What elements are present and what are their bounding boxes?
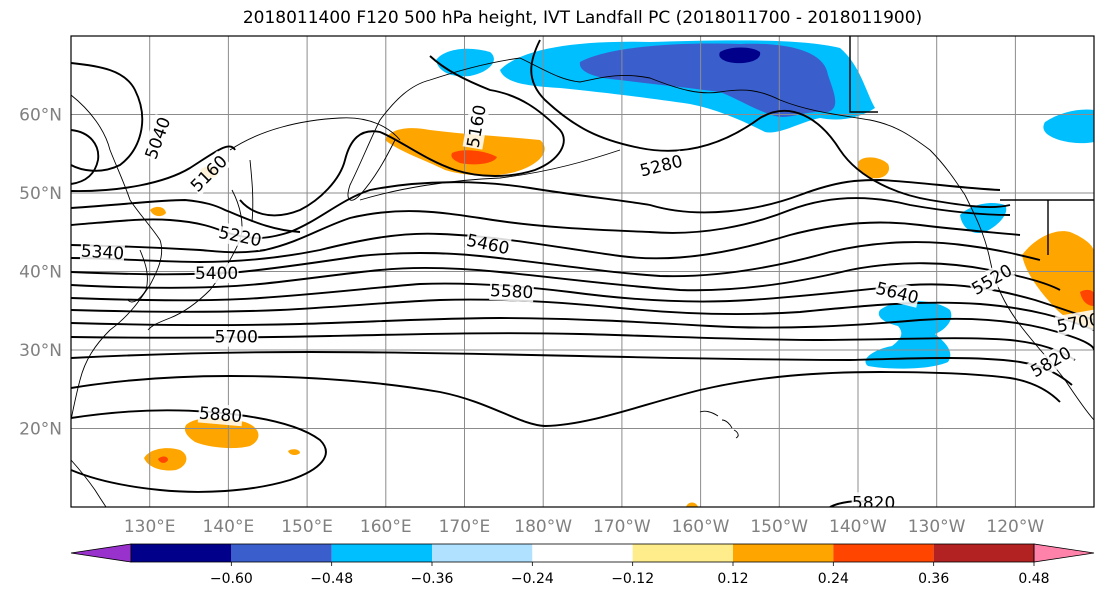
map-frame (70, 35, 1095, 508)
colorbar-tick-label: −0.12 (611, 571, 654, 587)
colorbar-tick-label: 0.48 (1018, 571, 1049, 587)
lat-label: 50°N (19, 184, 62, 204)
shade-negative-central-pacific (865, 301, 952, 369)
coast-kamchatka (347, 79, 431, 201)
coast-na-west (964, 194, 1094, 421)
colorbar-segment (933, 544, 1034, 562)
shade-positive-gulf (857, 157, 890, 179)
lon-label: 140°E (203, 517, 255, 537)
lon-label: 130°E (124, 517, 176, 537)
lon-label: 170°E (439, 517, 491, 537)
colorbar-extend-low (70, 543, 132, 563)
lat-label: 20°N (19, 420, 62, 440)
contour-label: 5880 (197, 402, 244, 428)
colorbar-segment (131, 544, 232, 562)
coast-aleutians (359, 149, 621, 201)
shade-positive-pacific-small (288, 449, 300, 456)
colorbar-extend-high (1033, 543, 1095, 563)
contour-label-text: 5400 (195, 264, 238, 284)
coast-sakhalin (249, 159, 254, 223)
contour-label-text: 5340 (80, 241, 125, 264)
coastlines (71, 57, 1094, 507)
lon-label: 160°E (360, 517, 412, 537)
lon-label: 140°W (829, 517, 887, 537)
coast-chukotka (429, 57, 521, 81)
lon-label: 130°W (908, 517, 966, 537)
colorbar-tick-label: −0.24 (511, 571, 554, 587)
colorbar-tick-label: −0.36 (411, 571, 454, 587)
contour-label-text: 5820 (852, 493, 895, 513)
colorbar-segment (733, 544, 834, 562)
shade-negative-bc (960, 203, 1007, 234)
height-contours (71, 39, 1094, 507)
coast-philippines (71, 459, 107, 507)
colorbar-tick-label: −0.48 (310, 571, 353, 587)
colorbar-tick-label: 0.36 (918, 571, 949, 587)
lon-label: 160°W (672, 517, 730, 537)
contour-label: 5580 (489, 279, 535, 303)
lon-label: 180°W (514, 517, 572, 537)
colorbar-segment (632, 544, 733, 562)
lon-label: 150°W (750, 517, 808, 537)
longitude-labels: 130°E 140°E 150°E 160°E 170°E 180°W 170°W 160°W… (124, 517, 1045, 537)
contour-label-text: 5700 (215, 328, 258, 348)
shade-positive-bottom (686, 502, 698, 507)
lon-label: 120°W (986, 517, 1044, 537)
lat-label: 30°N (19, 341, 62, 361)
lat-label: 60°N (19, 106, 62, 126)
contour-label-text: 5880 (198, 404, 243, 428)
lon-label: 150°E (281, 517, 333, 537)
colorbar-segment (532, 544, 633, 562)
shade-positive-california (1022, 231, 1094, 330)
coast-asia (71, 94, 163, 421)
borders (849, 36, 1094, 255)
shade-negative-alaska-mid (579, 43, 836, 117)
shade-positive-okhotsk-red (451, 150, 497, 165)
colorbar-segment (231, 544, 332, 562)
colorbar-tick-label: −0.60 (210, 571, 253, 587)
shade-positive-japan-small (150, 206, 166, 217)
lon-label: 170°W (593, 517, 651, 537)
shade-positive-pacific-red (158, 456, 168, 463)
colorbar-tick-label: 0.12 (717, 571, 748, 587)
contour-label: 5820 (851, 492, 896, 513)
colorbar-segment (833, 544, 934, 562)
colorbar-segment (432, 544, 533, 562)
map-title: 2018011400 F120 500 hPa height, IVT Land… (242, 8, 923, 28)
coast-alaska (519, 57, 966, 196)
colorbar-tick-label: 0.24 (818, 571, 849, 587)
shade-positive-california-red (1080, 289, 1094, 306)
lat-label: 40°N (19, 263, 62, 283)
shade-negative-canada (1043, 109, 1094, 144)
colorbar: −0.60 −0.48 −0.36 −0.24 −0.12 0.12 0.24 0.36 0.4… (70, 543, 1095, 587)
contour-label: 5700 (214, 326, 259, 348)
colorbar-segment (331, 544, 432, 562)
shade-negative-alaska-dark (719, 47, 761, 64)
contour-label-text: 5580 (489, 281, 533, 303)
coast-hawaii (699, 410, 739, 439)
contour-label: 5340 (79, 240, 126, 264)
coast-japan (147, 189, 243, 331)
contour-label: 5400 (194, 263, 239, 284)
coast-okhotsk (229, 117, 401, 151)
latitude-labels: 60°N 50°N 40°N 30°N 20°N (19, 106, 62, 440)
